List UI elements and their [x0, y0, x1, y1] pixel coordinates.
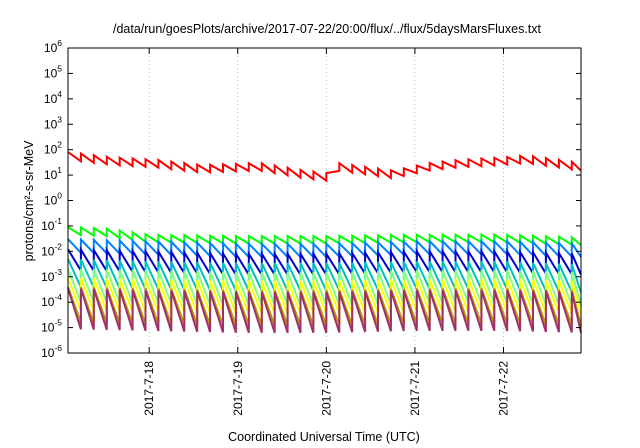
y-tick-label: 10-2	[41, 241, 62, 258]
y-tick-label: 10-6	[41, 343, 62, 360]
y-tick-label: 102	[44, 140, 62, 157]
y-tick-label: 10-1	[41, 216, 62, 233]
x-tick-label: 2017-7-21	[408, 361, 422, 416]
y-tick-label: 106	[44, 38, 62, 55]
series-group	[67, 151, 582, 334]
y-tick-label: 100	[44, 191, 62, 208]
x-tick-label: 2017-7-19	[231, 361, 245, 416]
y-tick-label: 104	[44, 89, 62, 106]
y-tick-label: 103	[44, 114, 62, 131]
x-axis-label: Coordinated Universal Time (UTC)	[228, 430, 420, 444]
y-tick-label: 101	[44, 165, 62, 182]
x-tick-label: 2017-7-20	[319, 361, 333, 416]
y-tick-label: 10-5	[41, 318, 62, 335]
y-tick-label: 10-3	[41, 267, 62, 284]
x-tick-label: 2017-7-18	[142, 361, 156, 416]
grid	[148, 48, 504, 353]
x-tick-label: 2017-7-22	[496, 361, 510, 416]
y-axis-label: protons/cm²-s-sr-MeV	[22, 140, 36, 262]
y-axis: 10-6 10-5 10-4 10-3 10-2 10-1 100 101 102 103 104 1…	[41, 38, 581, 360]
y-tick-label: 105	[44, 63, 62, 80]
y-tick-label: 10-4	[41, 292, 62, 309]
chart-title: /data/run/goesPlots/archive/2017-07-22/2…	[113, 22, 542, 36]
series-line-9	[67, 287, 582, 334]
x-axis: 2017-7-18 2017-7-19 2017-7-20 2017-7-21 2017…	[142, 48, 510, 416]
series-line-1	[67, 151, 582, 183]
